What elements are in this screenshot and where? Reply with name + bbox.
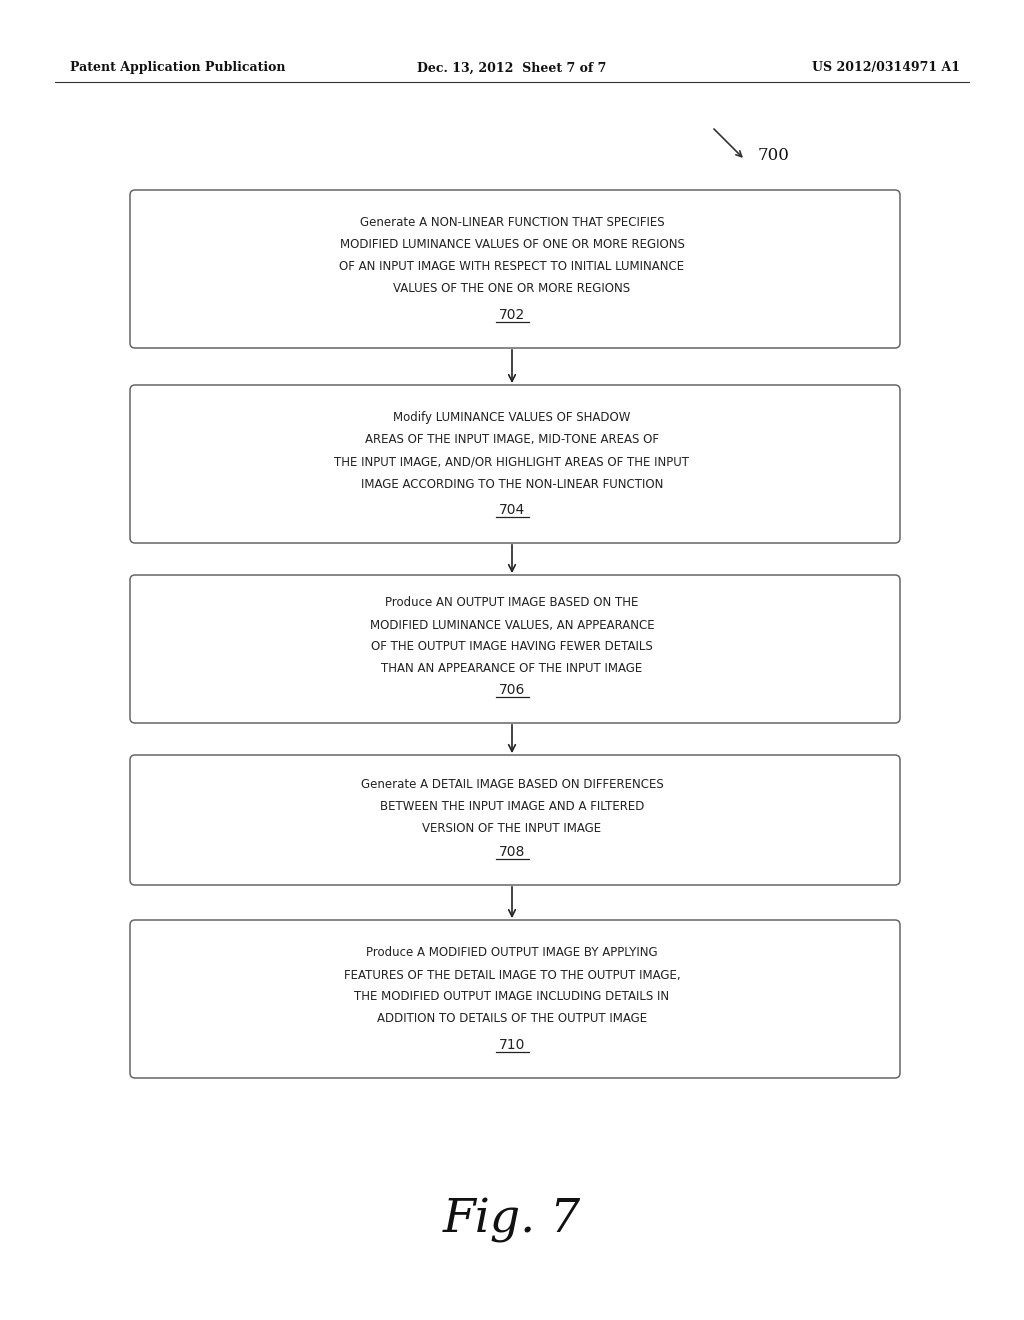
Text: MODIFIED LUMINANCE VALUES OF ONE OR MORE REGIONS: MODIFIED LUMINANCE VALUES OF ONE OR MORE… bbox=[340, 239, 684, 252]
Text: VALUES OF THE ONE OR MORE REGIONS: VALUES OF THE ONE OR MORE REGIONS bbox=[393, 282, 631, 296]
Text: VERSION OF THE INPUT IMAGE: VERSION OF THE INPUT IMAGE bbox=[423, 822, 601, 836]
Text: Modify LUMINANCE VALUES OF SHADOW: Modify LUMINANCE VALUES OF SHADOW bbox=[393, 412, 631, 425]
Text: US 2012/0314971 A1: US 2012/0314971 A1 bbox=[812, 62, 961, 74]
Text: OF THE OUTPUT IMAGE HAVING FEWER DETAILS: OF THE OUTPUT IMAGE HAVING FEWER DETAILS bbox=[371, 640, 653, 653]
Text: MODIFIED LUMINANCE VALUES, AN APPEARANCE: MODIFIED LUMINANCE VALUES, AN APPEARANCE bbox=[370, 619, 654, 631]
Text: Patent Application Publication: Patent Application Publication bbox=[70, 62, 286, 74]
Text: Generate A DETAIL IMAGE BASED ON DIFFERENCES: Generate A DETAIL IMAGE BASED ON DIFFERE… bbox=[360, 779, 664, 792]
FancyBboxPatch shape bbox=[130, 576, 900, 723]
Text: Fig. 7: Fig. 7 bbox=[442, 1197, 582, 1242]
FancyBboxPatch shape bbox=[130, 920, 900, 1078]
Text: Generate A NON-LINEAR FUNCTION THAT SPECIFIES: Generate A NON-LINEAR FUNCTION THAT SPEC… bbox=[359, 216, 665, 230]
Text: 710: 710 bbox=[499, 1038, 525, 1052]
Text: 702: 702 bbox=[499, 308, 525, 322]
Text: 700: 700 bbox=[758, 147, 790, 164]
Text: ADDITION TO DETAILS OF THE OUTPUT IMAGE: ADDITION TO DETAILS OF THE OUTPUT IMAGE bbox=[377, 1012, 647, 1026]
Text: IMAGE ACCORDING TO THE NON-LINEAR FUNCTION: IMAGE ACCORDING TO THE NON-LINEAR FUNCTI… bbox=[360, 478, 664, 491]
FancyBboxPatch shape bbox=[130, 190, 900, 348]
Text: 706: 706 bbox=[499, 682, 525, 697]
Text: Dec. 13, 2012  Sheet 7 of 7: Dec. 13, 2012 Sheet 7 of 7 bbox=[418, 62, 606, 74]
FancyBboxPatch shape bbox=[130, 755, 900, 884]
Text: AREAS OF THE INPUT IMAGE, MID-TONE AREAS OF: AREAS OF THE INPUT IMAGE, MID-TONE AREAS… bbox=[365, 433, 659, 446]
Text: THE INPUT IMAGE, AND/OR HIGHLIGHT AREAS OF THE INPUT: THE INPUT IMAGE, AND/OR HIGHLIGHT AREAS … bbox=[335, 455, 689, 469]
Text: THE MODIFIED OUTPUT IMAGE INCLUDING DETAILS IN: THE MODIFIED OUTPUT IMAGE INCLUDING DETA… bbox=[354, 990, 670, 1003]
FancyBboxPatch shape bbox=[130, 385, 900, 543]
Text: OF AN INPUT IMAGE WITH RESPECT TO INITIAL LUMINANCE: OF AN INPUT IMAGE WITH RESPECT TO INITIA… bbox=[339, 260, 685, 273]
Text: Produce AN OUTPUT IMAGE BASED ON THE: Produce AN OUTPUT IMAGE BASED ON THE bbox=[385, 597, 639, 610]
Text: 704: 704 bbox=[499, 503, 525, 517]
Text: 708: 708 bbox=[499, 845, 525, 859]
Text: Produce A MODIFIED OUTPUT IMAGE BY APPLYING: Produce A MODIFIED OUTPUT IMAGE BY APPLY… bbox=[367, 946, 657, 960]
Text: BETWEEN THE INPUT IMAGE AND A FILTERED: BETWEEN THE INPUT IMAGE AND A FILTERED bbox=[380, 800, 644, 813]
Text: THAN AN APPEARANCE OF THE INPUT IMAGE: THAN AN APPEARANCE OF THE INPUT IMAGE bbox=[381, 663, 643, 676]
Text: FEATURES OF THE DETAIL IMAGE TO THE OUTPUT IMAGE,: FEATURES OF THE DETAIL IMAGE TO THE OUTP… bbox=[344, 969, 680, 982]
